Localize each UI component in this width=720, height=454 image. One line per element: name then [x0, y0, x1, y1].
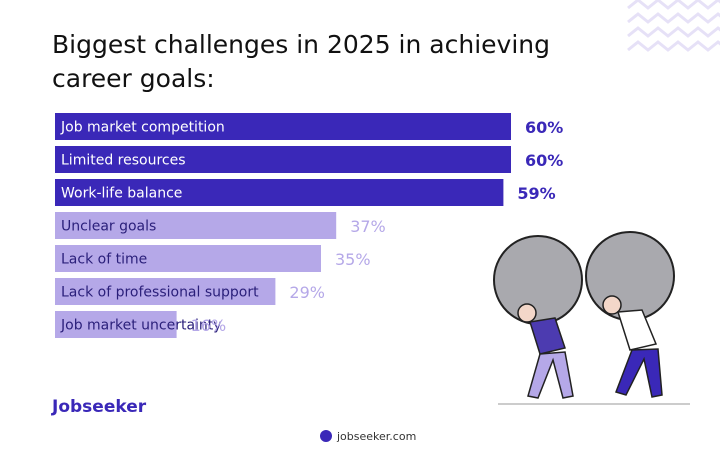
value-label: 60%: [525, 118, 563, 137]
value-label: 16%: [191, 316, 227, 335]
bar: [55, 245, 321, 272]
decoration: [627, 0, 720, 52]
value-label: 59%: [517, 184, 555, 203]
logo: Jobseeker: [51, 397, 147, 417]
value-label: 37%: [350, 217, 386, 236]
bar-label: Job market competition: [60, 120, 225, 136]
footer-text: jobseeker.com: [336, 430, 416, 443]
footer-icon: [320, 430, 332, 442]
bar-label: Lack of time: [61, 252, 147, 268]
bar-label: Work-life balance: [61, 186, 182, 202]
value-label: 60%: [525, 151, 563, 170]
bar: [55, 212, 337, 239]
bar: [55, 146, 511, 173]
illustration: [493, 231, 690, 405]
bar: [55, 278, 276, 305]
bar-label: Unclear goals: [61, 219, 156, 235]
bar-label: Limited resources: [61, 153, 186, 169]
bar: [55, 113, 511, 140]
chart-title: Biggest challenges in 2025 in achieving …: [52, 30, 550, 93]
value-label: 35%: [335, 250, 371, 269]
bar-label: Lack of professional support: [61, 285, 259, 301]
value-label: 29%: [289, 283, 325, 302]
bar: [55, 179, 504, 206]
bar-label: Job market uncertainty: [60, 318, 222, 334]
bar: [55, 311, 177, 338]
